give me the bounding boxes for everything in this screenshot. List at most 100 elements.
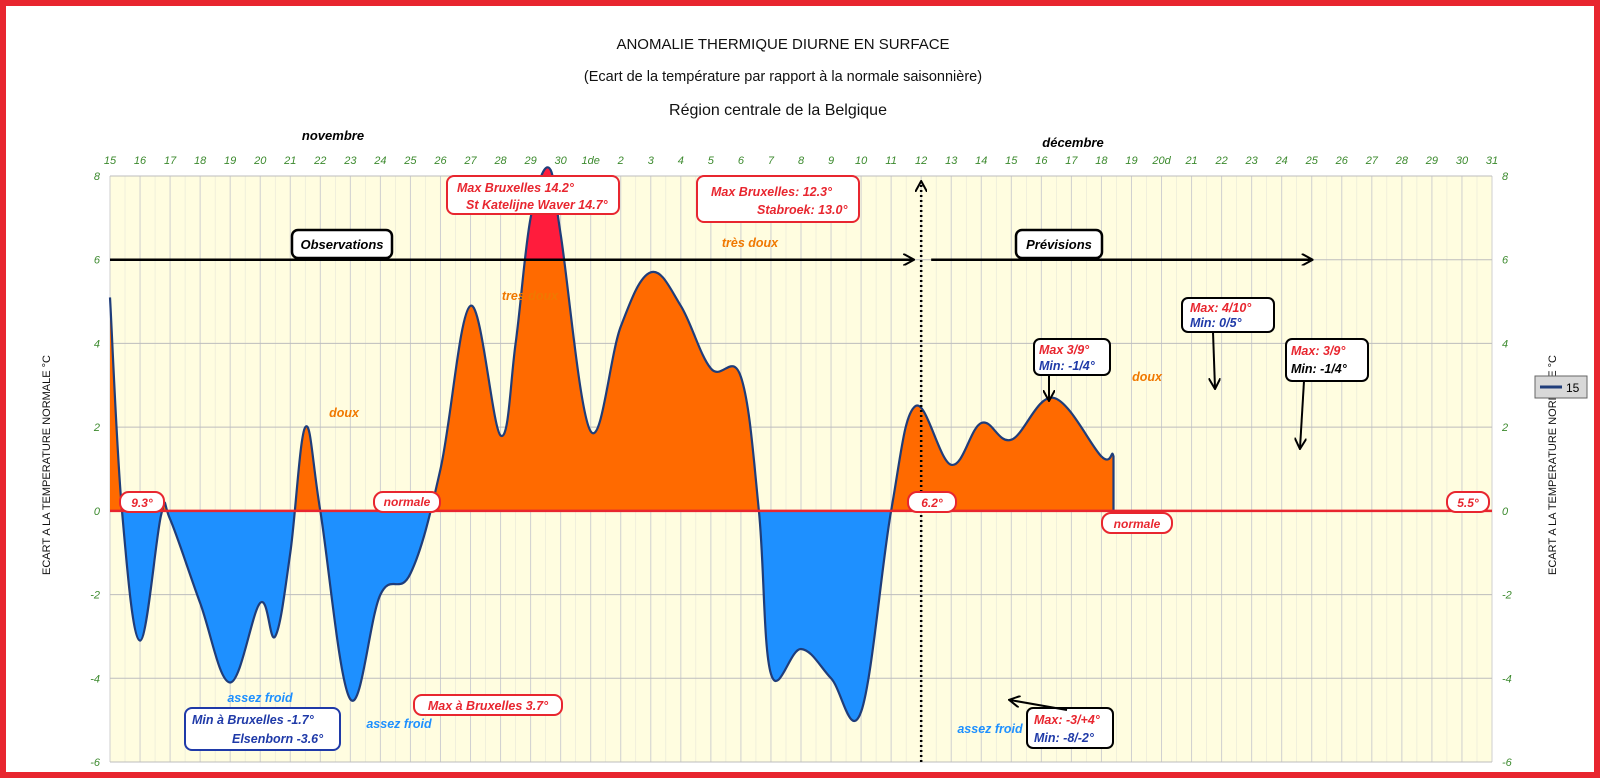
- callout-forecast-1: Max 3/9° Min: -1/4°: [1033, 338, 1111, 400]
- y-tick-label-right: 0: [1502, 506, 1509, 518]
- callout-min-bruxelles-line2: Elsenborn -3.6°: [232, 732, 324, 746]
- label-doux-1: doux: [329, 406, 360, 420]
- normale-pill-1: normale: [373, 491, 441, 513]
- y-tick-label-left: -4: [90, 673, 100, 685]
- cold-anomaly-area: [121, 510, 1114, 721]
- callout-max-bruxelles-14-line1: Max Bruxelles 14.2°: [457, 181, 575, 195]
- callout-forecast-2-min: Min: 0/5°: [1190, 316, 1243, 330]
- x-tick-label: 22: [313, 155, 326, 167]
- previsions-label: Prévisions: [1026, 237, 1092, 252]
- x-tick-label: 10: [855, 155, 868, 167]
- x-tick-label: 11: [885, 155, 896, 167]
- observations-label: Observations: [300, 237, 383, 252]
- y-tick-label-left: 4: [94, 338, 100, 350]
- x-tick-label: 25: [1305, 155, 1319, 167]
- x-tick-label: 16: [134, 155, 147, 167]
- value-pill-9-3: 9.3°: [119, 491, 165, 513]
- y-tick-label-right: 4: [1502, 338, 1508, 350]
- x-tick-label: 22: [1214, 155, 1227, 167]
- value-pill-6-2-text: 6.2°: [921, 496, 943, 510]
- x-tick-label: 29: [1425, 155, 1438, 167]
- x-tick-label: 20: [253, 155, 267, 167]
- observations-box: Observations: [290, 228, 394, 260]
- x-tick-label: 23: [343, 155, 357, 167]
- label-assez-froid-3: assez froid: [957, 722, 1023, 736]
- x-tick-label: 17: [164, 155, 177, 167]
- y-tick-label-right: 6: [1502, 255, 1509, 267]
- legend-label: 15: [1566, 381, 1580, 395]
- previsions-box: Prévisions: [1014, 228, 1104, 260]
- x-tick-label: 27: [463, 155, 477, 167]
- callout-forecast-2-max: Max: 4/10°: [1190, 301, 1252, 315]
- x-tick-label: 27: [1365, 155, 1379, 167]
- label-assez-froid-2: assez froid: [366, 717, 432, 731]
- callout-forecast-4: Max: -3/+4° Min: -8/-2°: [1010, 700, 1114, 749]
- value-pill-5-5-text: 5.5°: [1457, 496, 1479, 510]
- x-tick-label: 17: [1065, 155, 1078, 167]
- callout-forecast-1-max: Max 3/9°: [1039, 343, 1090, 357]
- y-tick-label-right: 8: [1502, 171, 1509, 183]
- x-tick-label: 19: [224, 155, 236, 167]
- x-tick-label: 5: [708, 155, 715, 167]
- callout-max-bruxelles-3-7-text: Max à Bruxelles 3.7°: [428, 699, 549, 713]
- y-tick-label-left: 2: [93, 422, 100, 434]
- callout-min-bruxelles-line1: Min à Bruxelles -1.7°: [192, 713, 315, 727]
- x-tick-label: 2: [617, 155, 624, 167]
- y-tick-label-right: -2: [1502, 590, 1512, 602]
- callout-max-bruxelles-14: Max Bruxelles 14.2° St Katelijne Waver 1…: [446, 175, 620, 215]
- callout-max-bruxelles-12-line1: Max Bruxelles: 12.3°: [711, 185, 833, 199]
- chart-subtitle: (Ecart de la température par rapport à l…: [584, 69, 982, 85]
- callout-forecast-2: Max: 4/10° Min: 0/5°: [1181, 297, 1275, 388]
- chart-title: ANOMALIE THERMIQUE DIURNE EN SURFACE: [616, 36, 949, 53]
- x-tick-label: 16: [1035, 155, 1048, 167]
- x-tick-label: 28: [1395, 155, 1409, 167]
- x-tick-label: 19: [1125, 155, 1137, 167]
- y-axis-title-left: ECART A LA TEMPERATURE NORMALE °C: [41, 355, 53, 575]
- x-tick-label: 29: [523, 155, 536, 167]
- x-tick-label: 30: [1456, 155, 1469, 167]
- callout-forecast-3: Max: 3/9° Min: -1/4°: [1285, 338, 1369, 448]
- callout-forecast-4-max: Max: -3/+4°: [1034, 713, 1101, 727]
- callout-max-bruxelles-3-7: Max à Bruxelles 3.7°: [413, 694, 563, 716]
- x-tick-label: 24: [1275, 155, 1288, 167]
- x-tick-label: 12: [915, 155, 927, 167]
- value-pill-9-3-text: 9.3°: [131, 496, 153, 510]
- callout-forecast-3-min: Min: -1/4°: [1291, 362, 1348, 376]
- callout-forecast-4-min: Min: -8/-2°: [1034, 731, 1095, 745]
- x-tick-label: 3: [648, 155, 655, 167]
- y-tick-label-left: 6: [94, 255, 101, 267]
- y-tick-label-left: 0: [94, 506, 101, 518]
- x-tick-label: 4: [678, 155, 684, 167]
- label-tres-doux-1: très doux: [722, 236, 779, 250]
- x-tick-label: 26: [433, 155, 447, 167]
- x-tick-label: 18: [1095, 155, 1108, 167]
- x-tick-label: 15: [1005, 155, 1018, 167]
- x-tick-label: 31: [1486, 155, 1498, 167]
- y-tick-label-right: -6: [1502, 757, 1513, 769]
- callout-max-bruxelles-12-line2: Stabroek: 13.0°: [757, 203, 848, 217]
- y-axis-ticks-left: 8 6 4 2 0 -2 -4 -6: [90, 171, 101, 769]
- x-tick-label: 7: [768, 155, 775, 167]
- x-tick-label: 14: [975, 155, 987, 167]
- x-tick-label: 1de: [582, 155, 600, 167]
- warm-anomaly-area: [110, 167, 1114, 511]
- label-tres-doux-2: tres doux: [502, 289, 559, 303]
- legend: 15: [1534, 375, 1588, 399]
- normale-pill-2: normale: [1101, 512, 1173, 534]
- x-axis-ticks: 15 16 17 18 19 20 21 22 23 24 25 26 27 28 29 30 1de 2 3 4 5 6…: [104, 155, 1498, 167]
- x-tick-label: 21: [283, 155, 296, 167]
- y-tick-label-left: 8: [94, 171, 101, 183]
- x-tick-label: 15: [104, 155, 117, 167]
- y-tick-label-right: 2: [1501, 422, 1508, 434]
- x-tick-label: 6: [738, 155, 745, 167]
- callout-min-bruxelles: Min à Bruxelles -1.7° Elsenborn -3.6°: [184, 707, 341, 751]
- chart-region: Région centrale de la Belgique: [669, 102, 887, 119]
- y-tick-label-left: -6: [90, 757, 101, 769]
- x-tick-label: 8: [798, 155, 805, 167]
- x-tick-label: 20d: [1151, 155, 1171, 167]
- normale-pill-1-text: normale: [384, 495, 431, 509]
- x-tick-label: 30: [555, 155, 568, 167]
- x-tick-label: 26: [1335, 155, 1349, 167]
- x-tick-label: 23: [1245, 155, 1259, 167]
